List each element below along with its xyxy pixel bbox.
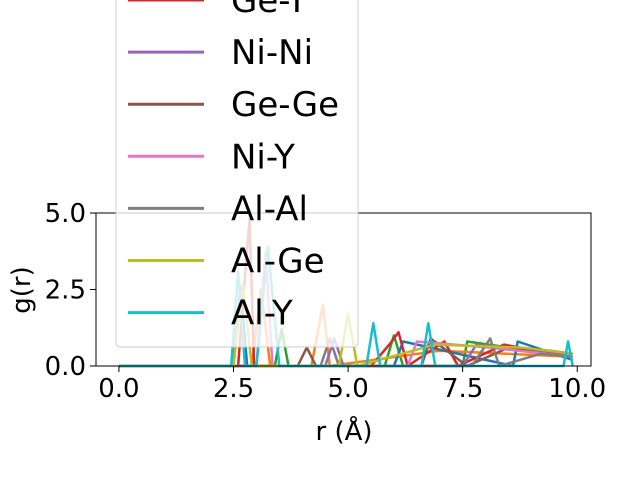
legend-label-ni-y: Ni-Y [231, 137, 295, 177]
legend-label-al-ge: Al-Ge [231, 242, 324, 282]
legend-label-ge-y: Ge-Y [231, 0, 307, 21]
legend-label-ni-ni: Ni-Ni [231, 33, 313, 73]
legend-label-al-al: Al-Al [231, 189, 308, 229]
y-axis-label: g(r) [7, 266, 37, 313]
y-tick-label: 0.0 [45, 352, 86, 382]
legend: Ge-Y Ni-Ni Ge-Ge Ni-Y Al-Al Al-Ge Al-Y [115, 0, 359, 348]
axes: 0.0 2.5 5.0 7.5 10.0 0.0 2.5 5.0 [45, 199, 607, 404]
x-tick-label: 10.0 [548, 374, 606, 404]
x-tick-label: 7.5 [442, 374, 483, 404]
x-tick-label: 5.0 [327, 374, 368, 404]
legend-label-ge-ge: Ge-Ge [231, 85, 339, 125]
x-tick-label: 2.5 [213, 374, 254, 404]
y-tick-label: 2.5 [45, 276, 86, 306]
x-axis-label: r (Å) [315, 415, 372, 447]
x-tick-label: 0.0 [98, 374, 139, 404]
legend-label-al-y: Al-Y [231, 294, 293, 334]
y-tick-label: 5.0 [45, 199, 86, 229]
